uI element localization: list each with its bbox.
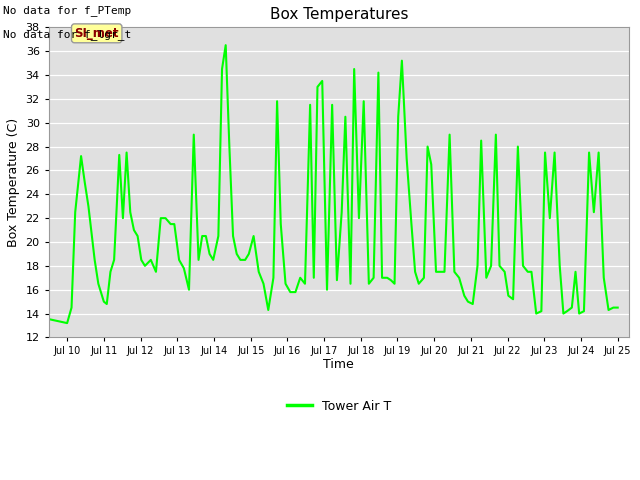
X-axis label: Time: Time	[323, 358, 354, 371]
Text: SI_met: SI_met	[74, 27, 119, 40]
Title: Box Temperatures: Box Temperatures	[269, 7, 408, 22]
Y-axis label: Box Temperature (C): Box Temperature (C)	[7, 118, 20, 247]
Text: No data for f_PTemp: No data for f_PTemp	[3, 5, 131, 16]
Legend: Tower Air T: Tower Air T	[282, 395, 396, 418]
Text: No data for f_lgr_t: No data for f_lgr_t	[3, 29, 131, 40]
